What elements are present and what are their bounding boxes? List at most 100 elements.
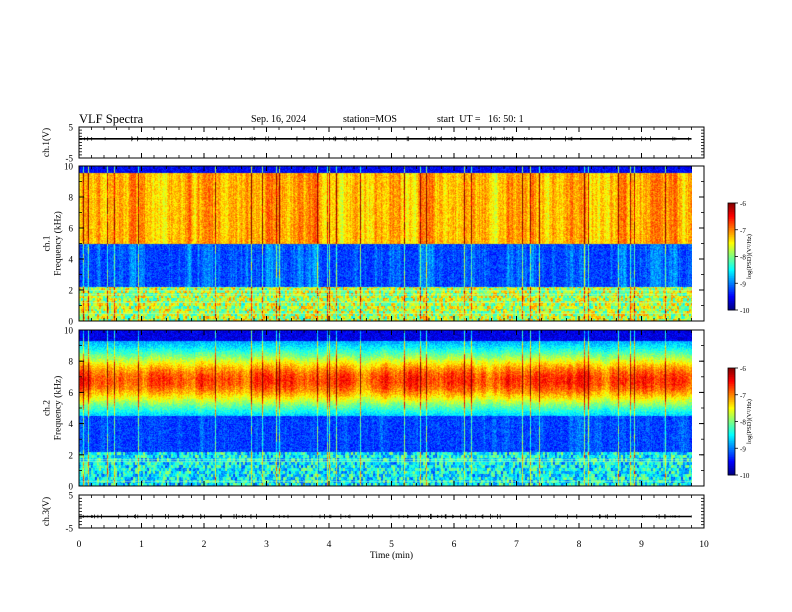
ch2-spectrogram-colorbar-cell bbox=[728, 403, 735, 406]
figure-title: VLF Spectra bbox=[79, 112, 144, 126]
ch1-spectrogram-colorbar-cell bbox=[728, 272, 735, 275]
x-tick-label: 2 bbox=[202, 540, 207, 550]
ch2-spectrogram-colorbar-cell bbox=[728, 425, 735, 428]
ch2-spectrogram-colorbar-cell bbox=[728, 428, 735, 431]
ch1-spectrogram-colorbar-tick-label: -6 bbox=[740, 200, 746, 208]
ch2-spectrogram-colorbar-tick-label: -8 bbox=[740, 419, 746, 427]
ch1-spectrogram-colorbar-cell bbox=[728, 211, 735, 215]
ch1-spectrogram-colorbar-cell bbox=[728, 258, 735, 261]
ch1-spectrogram-colorbar-cell bbox=[728, 306, 735, 309]
ch2-spectrogram-heatmap-image bbox=[79, 330, 692, 486]
ch2-spectrogram-colorbar-cell bbox=[728, 446, 735, 449]
ch2-spectrogram-colorbar-cell bbox=[728, 382, 735, 385]
ch2-spectrogram-colorbar-tick-label: -6 bbox=[740, 365, 746, 373]
ch2-spectrogram-colorbar-cell bbox=[728, 450, 735, 453]
ch1-spectrogram-colorbar-cell bbox=[728, 256, 735, 259]
ch2-spectrogram-ytick-label: 8 bbox=[69, 357, 74, 367]
ch1-spectrogram-colorbar-cell bbox=[728, 288, 735, 291]
ch1-spectrogram-colorbar-cell bbox=[728, 299, 735, 302]
ch1-spectrogram-colorbar-cell bbox=[728, 267, 735, 270]
ch1-spectrogram-colorbar-cell bbox=[728, 206, 735, 209]
ch2-spectrogram-colorbar-cell bbox=[728, 414, 735, 417]
ch2-spectrogram-colorbar-label-text: log(PSD)(V²/Hz) bbox=[746, 399, 753, 444]
ch1-spectrogram-ytick-label: 6 bbox=[69, 224, 74, 234]
ch1-spectrogram-colorbar-cell bbox=[728, 244, 735, 247]
ch1-waveform-series-spikes bbox=[84, 136, 690, 142]
ch2-spectrogram-colorbar-tick-label: -10 bbox=[740, 472, 750, 480]
x-tick-label: 5 bbox=[389, 540, 394, 550]
x-tick-label: 7 bbox=[514, 540, 519, 550]
x-tick-label: 0 bbox=[77, 540, 82, 550]
ch3-waveform-ylabel: ch.3(V) bbox=[41, 497, 52, 526]
ch1-spectrogram-ytick-label: 8 bbox=[69, 193, 74, 203]
ch3-waveform-ytick-label: 5 bbox=[69, 491, 74, 501]
ch1-spectrogram-colorbar-cell bbox=[728, 268, 735, 272]
ch1-spectrogram-colorbar-cell bbox=[728, 283, 735, 286]
ch1-spectrogram-colorbar-cell bbox=[728, 293, 735, 297]
ch2-spectrogram-colorbar-cell bbox=[728, 392, 735, 396]
ch2-spectrogram-colorbar-cell bbox=[728, 441, 735, 444]
ch1-spectrogram-colorbar-cell bbox=[728, 302, 735, 306]
ch2-spectrogram-colorbar-cell bbox=[728, 371, 735, 374]
ch1-spectrogram-colorbar-label: log(PSD)(V²/Hz) bbox=[746, 234, 753, 279]
ch2-spectrogram-colorbar-cell bbox=[728, 457, 735, 460]
figure-start-time: start UT = 16: 50: 1 bbox=[437, 114, 524, 125]
ch2-spectrogram-colorbar-tick-label: -9 bbox=[740, 445, 746, 453]
ch1-spectrogram-ytick-label: 10 bbox=[64, 162, 74, 172]
ch1-spectrogram-ylabel: ch.1 Frequency (kHz) bbox=[43, 211, 64, 276]
ch2-spectrogram-colorbar-cell bbox=[728, 400, 735, 403]
ch2-spectrogram-colorbar-cell bbox=[728, 401, 735, 405]
ch1-waveform-ylabel: ch.1(V) bbox=[41, 128, 52, 157]
ch1-spectrogram-colorbar-cell bbox=[728, 208, 735, 211]
ch1-spectrogram-colorbar-cell bbox=[728, 263, 735, 266]
ch1-spectrogram-ylabel-line: Frequency (kHz) bbox=[53, 211, 64, 276]
ch2-spectrogram-colorbar-cell bbox=[728, 460, 735, 463]
ch2-spectrogram-colorbar-cell bbox=[728, 451, 735, 454]
ch1-spectrogram-colorbar-cell bbox=[728, 229, 735, 232]
ch2-spectrogram-colorbar-cell bbox=[728, 473, 735, 476]
ch2-spectrogram-colorbar-cell bbox=[728, 423, 735, 426]
ch1-spectrogram-colorbar-cell bbox=[728, 252, 735, 256]
ch1-waveform-ytick-label: 5 bbox=[69, 123, 74, 133]
ch1-spectrogram-colorbar-cell bbox=[728, 227, 735, 231]
ch2-spectrogram-colorbar-cell bbox=[728, 448, 735, 451]
ch2-spectrogram-colorbar-cell bbox=[728, 471, 735, 474]
ch2-spectrogram-colorbar-cell bbox=[728, 437, 735, 440]
ch2-spectrogram-ytick-label: 2 bbox=[69, 450, 74, 460]
ch1-spectrogram-colorbar-cell bbox=[728, 270, 735, 273]
ch2-spectrogram-colorbar-cell bbox=[728, 391, 735, 394]
ch1-spectrogram-colorbar-cell bbox=[728, 222, 735, 225]
ch1-spectrogram-colorbar-cell bbox=[728, 276, 735, 279]
ch2-spectrogram-colorbar-cell bbox=[728, 453, 735, 456]
ch2-spectrogram-ylabel-line: Frequency (kHz) bbox=[53, 376, 64, 441]
x-tick-label: 8 bbox=[577, 540, 582, 550]
ch1-spectrogram-colorbar-cell bbox=[728, 236, 735, 240]
ch2-spectrogram-colorbar-cell bbox=[728, 416, 735, 419]
ch2-spectrogram-colorbar-cell bbox=[728, 464, 735, 467]
ch1-spectrogram-colorbar-cell bbox=[728, 231, 735, 234]
x-tick-label: 4 bbox=[327, 540, 332, 550]
ch1-spectrogram-colorbar-cell bbox=[728, 290, 735, 293]
ch2-spectrogram-colorbar-cell bbox=[728, 375, 735, 378]
ch1-spectrogram-colorbar-cell bbox=[728, 220, 735, 224]
figure-date: Sep. 16, 2024 bbox=[251, 114, 306, 125]
ch1-spectrogram-colorbar-cell bbox=[728, 301, 735, 304]
ch2-spectrogram-colorbar-cell bbox=[728, 432, 735, 435]
ch1-spectrogram-colorbar-cell bbox=[728, 277, 735, 281]
ch1-spectrogram-colorbar-cell bbox=[728, 281, 735, 284]
ch2-spectrogram-colorbar-cell bbox=[728, 412, 735, 415]
x-axis-label: Time (min) bbox=[370, 550, 413, 561]
ch2-spectrogram-colorbar-cell bbox=[728, 385, 735, 389]
ch1-spectrogram-colorbar-cell bbox=[728, 215, 735, 218]
ch2-spectrogram-colorbar-cell bbox=[728, 396, 735, 399]
ch2-spectrogram-colorbar-cell bbox=[728, 405, 735, 408]
ch1-waveform-ytick-label: -5 bbox=[66, 154, 74, 164]
ch2-spectrogram-colorbar-cell bbox=[728, 467, 735, 471]
ch1-spectrogram-colorbar-cell bbox=[728, 285, 735, 288]
ch2-spectrogram-colorbar-cell bbox=[728, 439, 735, 442]
ch3-waveform-ytick-label: -5 bbox=[66, 524, 74, 534]
ch2-spectrogram-colorbar-cell bbox=[728, 462, 735, 465]
figure-station: station=MOS bbox=[343, 114, 397, 125]
ch1-spectrogram-colorbar-cell bbox=[728, 238, 735, 241]
ch1-spectrogram-ylabel-line: ch.1 bbox=[43, 235, 53, 251]
